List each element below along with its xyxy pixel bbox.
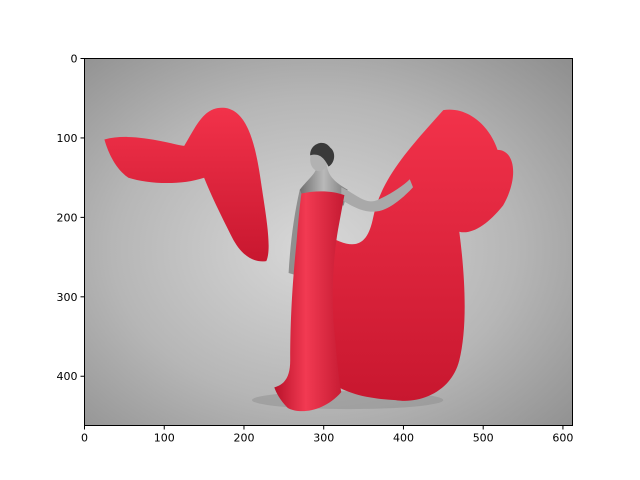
y-tick-label: 0 xyxy=(71,53,78,66)
x-tick-label: 100 xyxy=(154,432,175,445)
y-tick-label: 300 xyxy=(57,291,78,304)
dress-left-wing xyxy=(104,107,269,262)
dress-right-wing xyxy=(323,109,514,401)
x-tick-label: 200 xyxy=(233,432,254,445)
x-tick-label: 400 xyxy=(393,432,414,445)
x-tick-label: 600 xyxy=(552,432,573,445)
x-axis: 0 100 200 300 400 500 600 xyxy=(81,425,573,445)
dress-bodice xyxy=(274,191,345,412)
model-raised-arm xyxy=(341,179,413,212)
model-hair xyxy=(310,142,335,167)
x-tick-label: 300 xyxy=(313,432,334,445)
y-tick-label: 400 xyxy=(57,370,78,383)
y-tick-label: 100 xyxy=(57,132,78,145)
x-tick-label: 500 xyxy=(473,432,494,445)
y-axis: 0 100 200 300 400 xyxy=(57,53,85,383)
photo-content xyxy=(104,107,514,412)
plot-area xyxy=(84,58,573,426)
axes-frame xyxy=(84,58,573,426)
x-tick-label: 0 xyxy=(81,432,88,445)
y-tick-label: 200 xyxy=(57,211,78,224)
